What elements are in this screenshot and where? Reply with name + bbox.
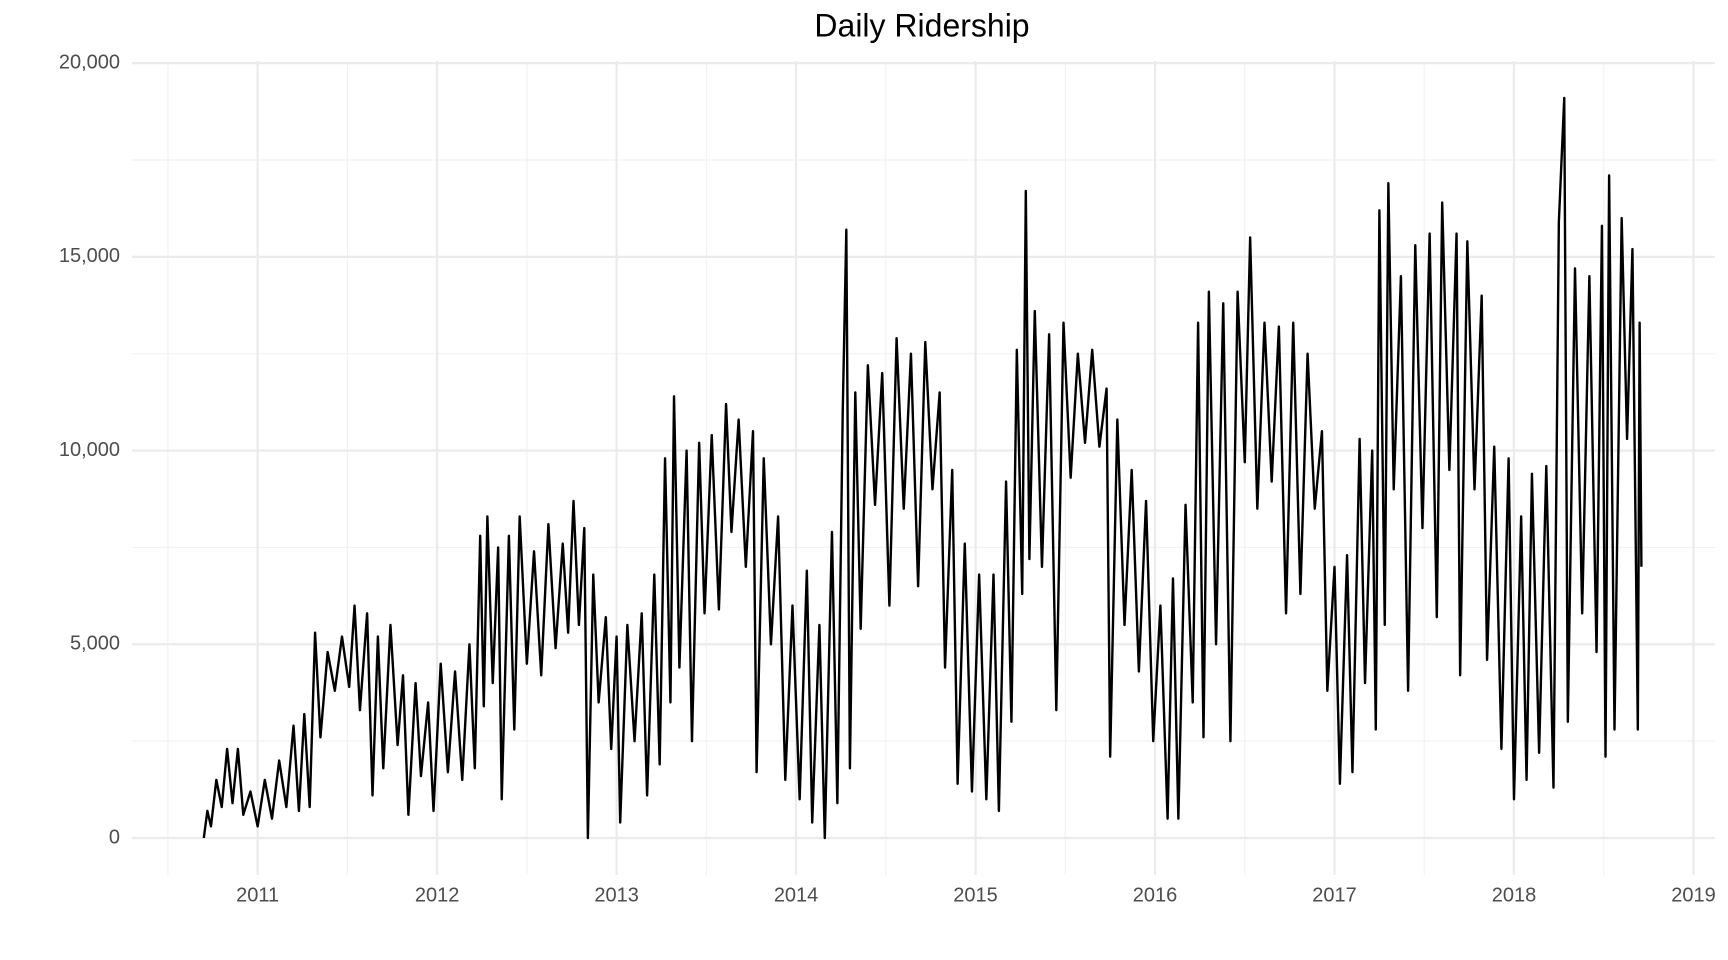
series-line (202, 96, 1643, 840)
marks (202, 96, 1643, 840)
x-tick-label: 2018 (1492, 884, 1537, 906)
x-tick-label: 2013 (594, 884, 639, 906)
y-tick-label: 20,000 (59, 51, 120, 73)
grid (132, 61, 1715, 875)
y-tick-label: 15,000 (59, 245, 120, 267)
x-tick-label: 2014 (774, 884, 819, 906)
y-tick-label: 10,000 (59, 439, 120, 461)
x-tick-label: 2016 (1133, 884, 1178, 906)
x-tick-label: 2017 (1312, 884, 1357, 906)
x-tick-label: 2011 (236, 884, 279, 906)
x-tick-label: 2012 (415, 884, 460, 906)
chart-title: Daily Ridership (814, 7, 1029, 43)
y-tick-label: 5,000 (70, 633, 120, 655)
x-tick-label: 2019 (1671, 884, 1716, 906)
y-tick-label: 0 (109, 826, 120, 848)
x-tick-label: 2015 (953, 884, 998, 906)
